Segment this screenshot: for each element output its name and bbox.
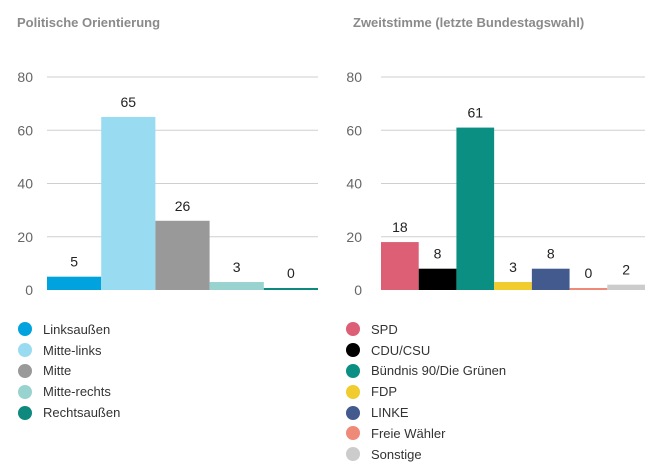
legend-swatch-icon xyxy=(346,384,360,399)
bar-b-ndnis-90-die-gr-nen xyxy=(456,127,495,291)
legend-label: Mitte-rechts xyxy=(43,384,111,400)
legend-swatch-icon xyxy=(18,322,32,337)
bar-sonstige xyxy=(607,284,645,290)
data-label: 65 xyxy=(121,94,137,110)
bar-linksau-en xyxy=(47,276,102,290)
bar-fdp xyxy=(494,282,532,290)
data-label: 2 xyxy=(622,262,630,278)
y-tick-label: 20 xyxy=(17,229,33,245)
legend-swatch-icon xyxy=(18,405,32,420)
legend-swatch-icon xyxy=(346,322,360,337)
legend-label: Mitte xyxy=(43,363,72,379)
legend-label: LINKE xyxy=(371,405,409,421)
data-label: 61 xyxy=(467,105,483,121)
legend-left: Linksaußen Mitte-links Mitte Mitte-rechts Re… xyxy=(18,319,120,423)
legend-swatch-icon xyxy=(18,363,32,378)
legend-item: LINKE xyxy=(346,402,506,423)
legend-item: CDU/CSU xyxy=(346,340,506,361)
legend-item: Rechtsaußen xyxy=(18,402,120,423)
legend-item: SPD xyxy=(346,319,506,340)
chart-title-left: Politische Orientierung xyxy=(17,15,161,30)
data-label: 18 xyxy=(392,219,408,235)
y-tick-label: 40 xyxy=(346,176,362,192)
bar-linke xyxy=(531,268,570,290)
y-tick-label: 0 xyxy=(354,282,362,298)
bar-cdu-csu xyxy=(418,268,457,290)
legend-label: Mitte-links xyxy=(43,342,102,358)
data-label: 26 xyxy=(175,198,191,214)
legend-item: Mitte xyxy=(18,361,120,382)
bar-mitte-links xyxy=(101,116,156,290)
data-label: 3 xyxy=(509,259,517,275)
legend-item: FDP xyxy=(346,381,506,402)
legend-swatch-icon xyxy=(346,405,360,420)
legend-item: Mitte-rechts xyxy=(18,381,120,402)
bar-spd xyxy=(381,242,419,290)
legend-label: FDP xyxy=(371,384,397,400)
legend-item: Mitte-links xyxy=(18,340,120,361)
legend-label: Freie Wähler xyxy=(371,425,446,441)
legend-item: Sonstige xyxy=(346,444,506,465)
legend-item: Freie Wähler xyxy=(346,423,506,444)
legend-label: SPD xyxy=(371,321,398,337)
data-label: 8 xyxy=(434,246,442,262)
legend-label: Sonstige xyxy=(371,446,422,462)
bar-mitte xyxy=(155,220,210,290)
y-tick-label: 80 xyxy=(346,69,362,85)
legend-swatch-icon xyxy=(346,363,360,378)
data-label: 5 xyxy=(70,254,78,270)
y-tick-label: 40 xyxy=(17,176,33,192)
y-tick-label: 80 xyxy=(17,69,33,85)
legend-swatch-icon xyxy=(18,343,32,358)
bar-mitte-rechts xyxy=(209,282,264,290)
legend-label: Linksaußen xyxy=(43,321,111,337)
bar-rechtsau-en xyxy=(263,288,318,290)
legend-label: Rechtsaußen xyxy=(43,405,121,421)
legend-swatch-icon xyxy=(346,343,360,358)
legend-swatch-icon xyxy=(346,447,360,462)
y-tick-label: 60 xyxy=(346,122,362,138)
legend-item: Bündnis 90/Die Grünen xyxy=(346,361,506,382)
data-label: 8 xyxy=(547,246,555,262)
legend-swatch-icon xyxy=(18,384,32,399)
legend-label: Bündnis 90/Die Grünen xyxy=(371,363,507,379)
y-tick-label: 20 xyxy=(346,229,362,245)
legend-label: CDU/CSU xyxy=(371,342,431,358)
y-tick-label: 0 xyxy=(25,282,33,298)
data-label: 3 xyxy=(233,259,241,275)
legend-swatch-icon xyxy=(346,426,360,441)
y-tick-label: 60 xyxy=(17,122,33,138)
data-label: 0 xyxy=(287,265,295,281)
legend-right: SPD CDU/CSU Bündnis 90/Die Grünen FDP LINKE F… xyxy=(346,319,506,465)
legend-item: Linksaußen xyxy=(18,319,120,340)
chart-title-right: Zweitstimme (letzte Bundestagswahl) xyxy=(353,15,585,30)
bar-freie-w-hler xyxy=(569,288,608,290)
data-label: 0 xyxy=(585,265,593,281)
